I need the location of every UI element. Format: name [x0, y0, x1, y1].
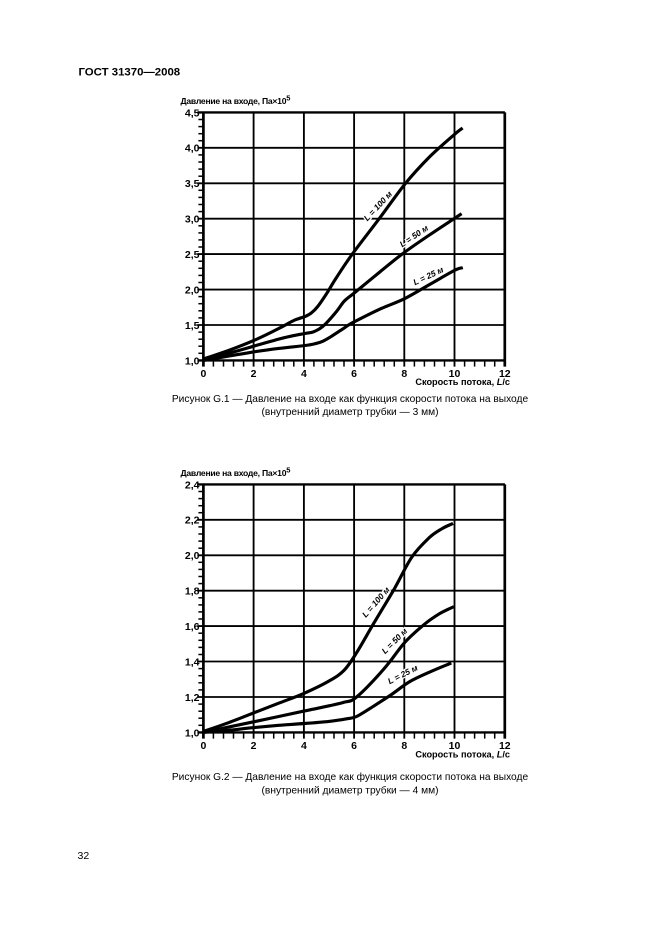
- svg-text:2,5: 2,5: [185, 249, 200, 261]
- svg-text:(внутренний диаметр трубки — 4: (внутренний диаметр трубки — 4 мм): [262, 785, 439, 797]
- svg-text:2,0: 2,0: [185, 550, 200, 562]
- svg-text:Рисунок G.1 — Давление на вход: Рисунок G.1 — Давление на входе как функ…: [172, 393, 529, 405]
- svg-text:10: 10: [449, 368, 461, 380]
- svg-text:Давление на входе, Па×105: Давление на входе, Па×105: [181, 465, 291, 478]
- svg-text:ГОСТ 31370—2008: ГОСТ 31370—2008: [79, 67, 181, 79]
- svg-text:3,0: 3,0: [185, 214, 200, 226]
- svg-text:12: 12: [499, 368, 511, 380]
- svg-text:0: 0: [200, 740, 206, 752]
- svg-text:Давление на входе, Па×105: Давление на входе, Па×105: [181, 93, 291, 106]
- svg-text:0: 0: [200, 368, 206, 380]
- svg-text:1,4: 1,4: [185, 656, 200, 668]
- svg-text:6: 6: [351, 740, 357, 752]
- svg-text:1,0: 1,0: [185, 727, 200, 739]
- svg-text:4,0: 4,0: [185, 143, 200, 155]
- svg-text:1,8: 1,8: [185, 586, 200, 598]
- svg-text:4,5: 4,5: [185, 107, 200, 119]
- svg-text:32: 32: [78, 850, 90, 862]
- svg-text:10: 10: [449, 740, 461, 752]
- svg-text:4: 4: [301, 368, 307, 380]
- svg-text:2,4: 2,4: [185, 479, 200, 491]
- svg-text:Скорость потока, L/с: Скорость потока, L/с: [415, 377, 510, 387]
- svg-text:2,2: 2,2: [185, 515, 200, 527]
- svg-text:6: 6: [351, 368, 357, 380]
- svg-text:Рисунок G.2 — Давление на вход: Рисунок G.2 — Давление на входе как функ…: [172, 771, 529, 783]
- svg-text:(внутренний диаметр трубки — 3: (внутренний диаметр трубки — 3 мм): [262, 406, 439, 418]
- svg-text:2: 2: [251, 740, 257, 752]
- svg-text:2,0: 2,0: [185, 284, 200, 296]
- svg-text:8: 8: [401, 368, 407, 380]
- svg-text:2: 2: [251, 368, 257, 380]
- svg-text:3,5: 3,5: [185, 178, 200, 190]
- svg-text:12: 12: [499, 740, 511, 752]
- svg-text:1,0: 1,0: [185, 355, 200, 367]
- svg-text:1,6: 1,6: [185, 621, 200, 633]
- svg-text:Скорость потока, L/с: Скорость потока, L/с: [415, 750, 510, 760]
- svg-text:1,2: 1,2: [185, 692, 200, 704]
- svg-text:1,5: 1,5: [185, 320, 200, 332]
- svg-text:4: 4: [301, 740, 307, 752]
- svg-text:8: 8: [401, 740, 407, 752]
